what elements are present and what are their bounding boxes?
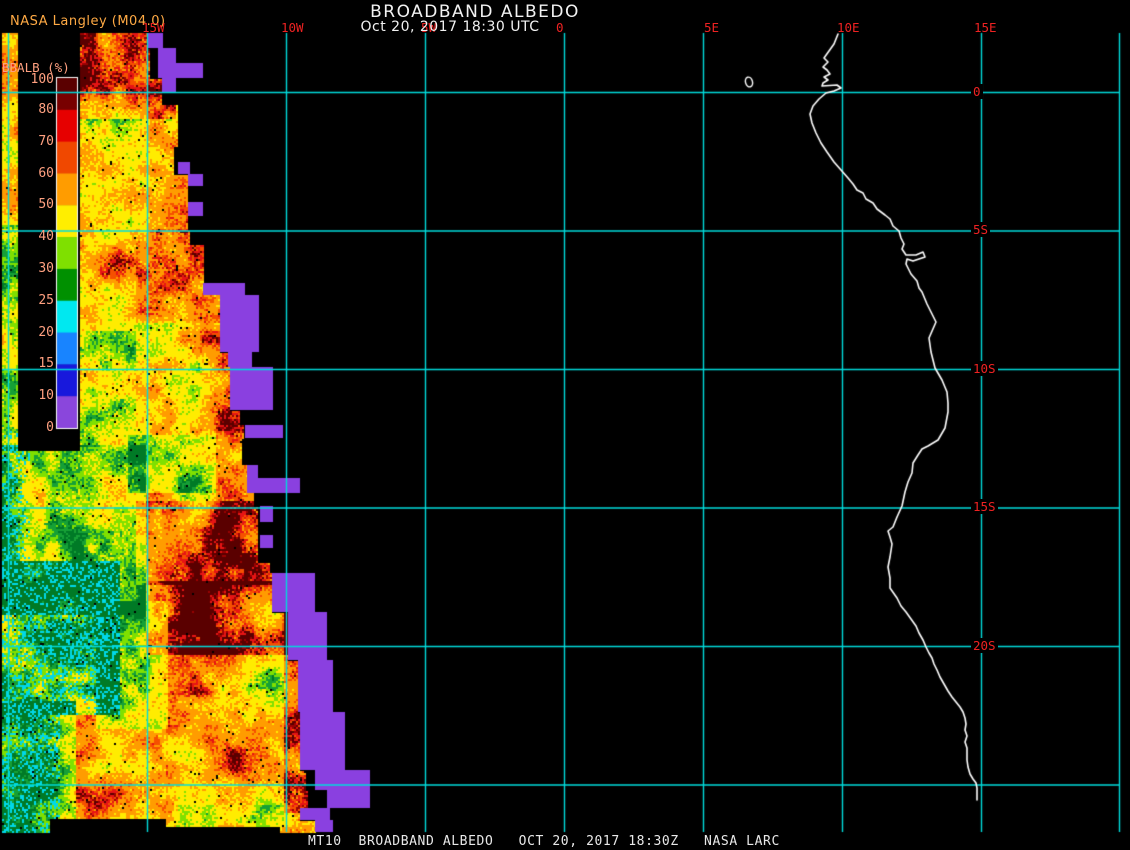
colorbar-tick-100: 100 bbox=[30, 72, 54, 87]
colorbar-tick-0: 0 bbox=[46, 420, 54, 435]
colorbar-tick-20: 20 bbox=[38, 325, 54, 340]
lon-label-5W: 5W bbox=[421, 20, 437, 35]
page-title: BROADBAND ALBEDO bbox=[370, 2, 580, 22]
colorbar-tick-40: 40 bbox=[38, 229, 54, 244]
lon-label-0: 0 bbox=[556, 20, 564, 35]
lon-label-15E: 15E bbox=[974, 20, 997, 35]
colorbar-tick-15: 15 bbox=[38, 356, 54, 371]
colorbar-title: BBALB (%) bbox=[2, 60, 70, 75]
lat-label-10S: 10S bbox=[971, 361, 998, 376]
lat-label-5S: 5S bbox=[971, 222, 991, 237]
colorbar-tick-10: 10 bbox=[38, 388, 54, 403]
lat-label-20S: 20S bbox=[971, 638, 998, 653]
footer-caption: MT10 BROADBAND ALBEDO OCT 20, 2017 18:30… bbox=[308, 834, 780, 849]
lon-label-10W: 10W bbox=[281, 20, 304, 35]
lat-label-15S: 15S bbox=[971, 499, 998, 514]
lon-label-10E: 10E bbox=[837, 20, 860, 35]
colorbar-tick-70: 70 bbox=[38, 134, 54, 149]
colorbar-tick-80: 80 bbox=[38, 102, 54, 117]
colorbar-tick-25: 25 bbox=[38, 293, 54, 308]
lat-label-0: 0 bbox=[971, 84, 983, 99]
lon-label-5E: 5E bbox=[704, 20, 720, 35]
timestamp-label: Oct 20, 2017 18:30 UTC bbox=[360, 19, 540, 35]
colorbar-tick-60: 60 bbox=[38, 166, 54, 181]
source-label: NASA Langley (M04.0) bbox=[10, 14, 166, 29]
lon-label-15W: 15W bbox=[142, 20, 165, 35]
colorbar-tick-30: 30 bbox=[38, 261, 54, 276]
colorbar-tick-50: 50 bbox=[38, 197, 54, 212]
